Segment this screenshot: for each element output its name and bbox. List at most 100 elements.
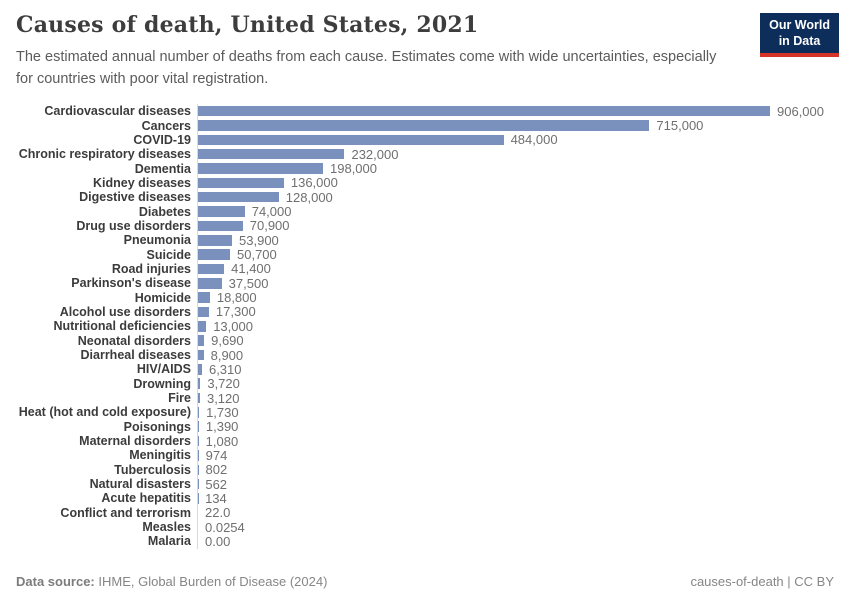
value-label: 1,080 <box>205 433 239 449</box>
bar[interactable] <box>198 191 279 203</box>
category-label: Dementia <box>134 161 191 176</box>
value-label: 17,300 <box>215 304 256 320</box>
bar[interactable] <box>198 464 199 476</box>
category-label: Cardiovascular diseases <box>44 104 191 119</box>
bar[interactable] <box>198 450 199 461</box>
category-label: Homicide <box>134 290 191 305</box>
bar-track: 0.0254 <box>197 520 834 535</box>
category-label: Conflict and terrorism <box>60 505 191 520</box>
bar[interactable] <box>198 364 202 375</box>
bar[interactable] <box>198 249 230 260</box>
chart-row: Acute hepatitis 134 <box>16 491 834 506</box>
category-label: Fire <box>168 391 191 406</box>
bar-track: 3,720 <box>197 376 834 392</box>
category-label: Chronic respiratory diseases <box>18 147 191 162</box>
category-label: Pneumonia <box>123 233 191 248</box>
chart-row: Dementia 198,000 <box>16 161 834 176</box>
chart-row: Tuberculosis 802 <box>16 462 834 477</box>
bar-track: 1,080 <box>197 433 834 449</box>
category-label: Acute hepatitis <box>101 491 191 506</box>
value-label: 74,000 <box>251 204 292 220</box>
value-label: 9,690 <box>211 333 244 349</box>
bar-track: 41,400 <box>197 261 834 277</box>
value-label: 484,000 <box>510 132 558 148</box>
bar[interactable] <box>198 335 205 346</box>
chart-row: Drowning 3,720 <box>16 376 834 392</box>
bar-track: 134 <box>197 491 834 506</box>
chart-row: Fire 3,120 <box>16 391 834 406</box>
owid-logo-line2: in Data <box>778 33 821 48</box>
bar[interactable] <box>198 321 207 332</box>
chart-row: Neonatal disorders 9,690 <box>16 333 834 349</box>
category-label: Heat (hot and cold exposure) <box>18 405 191 420</box>
bar[interactable] <box>198 306 209 318</box>
bar-track: 198,000 <box>197 161 834 176</box>
category-label: Alcohol use disorders <box>59 304 191 319</box>
chart-footer: Data source: IHME, Global Burden of Dise… <box>16 574 834 589</box>
bar[interactable] <box>198 263 225 275</box>
bar[interactable] <box>198 421 199 432</box>
chart-row: Cardiovascular diseases 906,000 <box>16 103 834 119</box>
bar[interactable] <box>198 105 770 117</box>
bar[interactable] <box>198 278 222 289</box>
value-label: 41,400 <box>231 261 271 277</box>
chart-row: Poisonings 1,390 <box>16 419 834 434</box>
category-label: Cancers <box>141 118 191 133</box>
category-label: Road injuries <box>111 261 191 276</box>
bar[interactable] <box>198 163 323 174</box>
data-source-value: IHME, Global Burden of Disease (2024) <box>98 574 328 589</box>
bar[interactable] <box>198 349 204 361</box>
bar[interactable] <box>198 220 243 232</box>
bar[interactable] <box>198 134 504 146</box>
value-label: 3,720 <box>207 376 240 392</box>
bar[interactable] <box>198 120 650 131</box>
category-label: Tuberculosis <box>114 462 191 477</box>
chart-row: Maternal disorders 1,080 <box>16 433 834 449</box>
chart-row: HIV/AIDS 6,310 <box>16 361 834 377</box>
value-label: 22.0 <box>205 505 231 521</box>
bar-track: 13,000 <box>197 319 834 334</box>
chart-row: Pneumonia 53,900 <box>16 233 834 248</box>
value-label: 562 <box>205 476 228 492</box>
bar-track: 715,000 <box>197 118 834 133</box>
chart-row: Homicide 18,800 <box>16 290 834 306</box>
bar[interactable] <box>198 407 200 418</box>
category-label: Suicide <box>146 247 191 262</box>
bar-track: 9,690 <box>197 333 834 349</box>
value-label: 128,000 <box>285 189 333 205</box>
bar-track: 18,800 <box>197 290 834 306</box>
bar[interactable] <box>198 378 201 389</box>
category-label: Diarrheal diseases <box>80 348 192 363</box>
bar-track: 974 <box>197 447 834 463</box>
chart-header: Causes of death, United States, 2021 The… <box>16 12 839 91</box>
bar-chart: Cardiovascular diseases 906,000 Cancers 715… <box>16 104 834 549</box>
bar-track: 8,900 <box>197 347 834 363</box>
chart-row: Diarrheal diseases 8,900 <box>16 347 834 363</box>
bar[interactable] <box>198 148 345 160</box>
chart-title: Causes of death, United States, 2021 <box>16 12 479 38</box>
value-label: 974 <box>205 447 228 463</box>
chart-row: Digestive diseases 128,000 <box>16 189 834 205</box>
bar-track: 53,900 <box>197 233 834 248</box>
bar[interactable] <box>198 392 200 404</box>
bar[interactable] <box>198 235 233 246</box>
license-note: causes-of-death | CC BY <box>690 574 834 589</box>
bar[interactable] <box>198 177 284 189</box>
value-label: 8,900 <box>210 347 244 363</box>
category-label: Digestive diseases <box>79 190 191 205</box>
value-label: 18,800 <box>216 290 257 306</box>
category-label: Natural disasters <box>89 477 191 492</box>
owid-logo[interactable]: Our World in Data <box>760 13 839 58</box>
bar[interactable] <box>198 292 210 303</box>
category-label: Diabetes <box>138 204 191 219</box>
bar[interactable] <box>198 206 245 217</box>
bar-track: 17,300 <box>197 304 834 320</box>
value-label: 6,310 <box>208 361 242 377</box>
bar[interactable] <box>198 435 199 447</box>
bar-track: 3,120 <box>197 391 834 406</box>
bar-track: 70,900 <box>197 218 834 233</box>
chart-subtitle: The estimated annual number of deaths fr… <box>16 49 717 87</box>
value-label: 906,000 <box>777 103 824 119</box>
bar-track: 50,700 <box>197 247 834 262</box>
